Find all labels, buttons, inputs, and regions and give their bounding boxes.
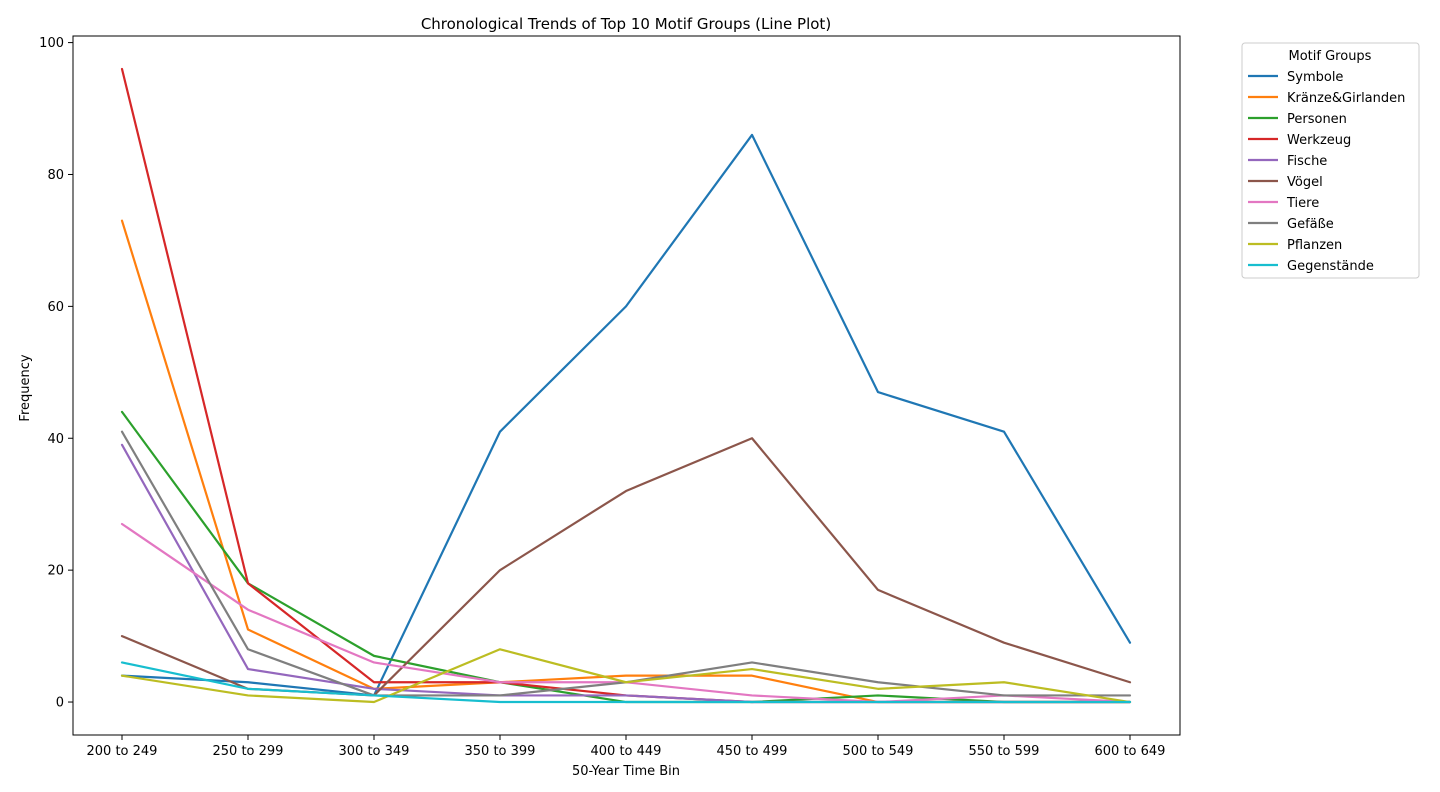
legend-label-8: Gefäße [1287, 217, 1334, 232]
x-tick-label: 250 to 299 [213, 744, 284, 759]
legend-frame [1241, 42, 1420, 279]
legend-label-10: Gegenstände [1287, 259, 1374, 274]
y-tick-label: 80 [47, 168, 64, 183]
legend-label-9: Pflanzen [1287, 238, 1342, 253]
plot-frame [72, 35, 1181, 736]
x-tick-label: 400 to 449 [591, 744, 662, 759]
y-tick-label: 20 [47, 564, 64, 579]
series-line-9 [120, 648, 1132, 704]
x-tick-label: 350 to 399 [465, 744, 536, 759]
y-axis-label: Frequency [18, 354, 33, 421]
legend: Motif Groups Symbole Kränze&Girlanden Pers… [1241, 42, 1420, 279]
chart-title: Chronological Trends of Top 10 Motif Gro… [421, 15, 831, 33]
legend-title: Motif Groups [1289, 49, 1372, 64]
series-line-4 [120, 67, 1132, 704]
legend-label-7: Tiere [1286, 196, 1319, 211]
legend-label-4: Werkzeug [1287, 133, 1351, 148]
y-tick-label: 100 [39, 36, 64, 51]
x-tick-label: 550 to 599 [969, 744, 1040, 759]
series-line-8 [120, 430, 1132, 697]
y-tick-label: 40 [47, 432, 64, 447]
x-tick-label: 600 to 649 [1095, 744, 1166, 759]
series-line-1 [120, 133, 1132, 697]
x-tick-label: 200 to 249 [87, 744, 158, 759]
legend-label-6: Vögel [1287, 175, 1323, 190]
x-tick-label: 300 to 349 [339, 744, 410, 759]
series-line-2 [120, 219, 1132, 704]
series-line-5 [120, 443, 1132, 704]
x-tick-label: 450 to 499 [717, 744, 788, 759]
legend-label-5: Fische [1287, 154, 1327, 169]
x-tick-label: 500 to 549 [843, 744, 914, 759]
y-tick-label: 60 [47, 300, 64, 315]
y-axis: 0 20 40 60 80 100 [39, 36, 73, 711]
plot-area [72, 35, 1181, 736]
y-tick-label: 0 [56, 696, 64, 711]
series-line-10 [120, 661, 1132, 704]
legend-label-2: Kränze&Girlanden [1287, 91, 1405, 106]
series-line-6 [120, 437, 1132, 697]
x-axis-label: 50-Year Time Bin [572, 764, 680, 779]
legend-label-3: Personen [1287, 112, 1347, 127]
x-axis: 200 to 249 250 to 299 300 to 349 350 to 399… [87, 735, 1166, 759]
legend-label-1: Symbole [1287, 70, 1343, 85]
